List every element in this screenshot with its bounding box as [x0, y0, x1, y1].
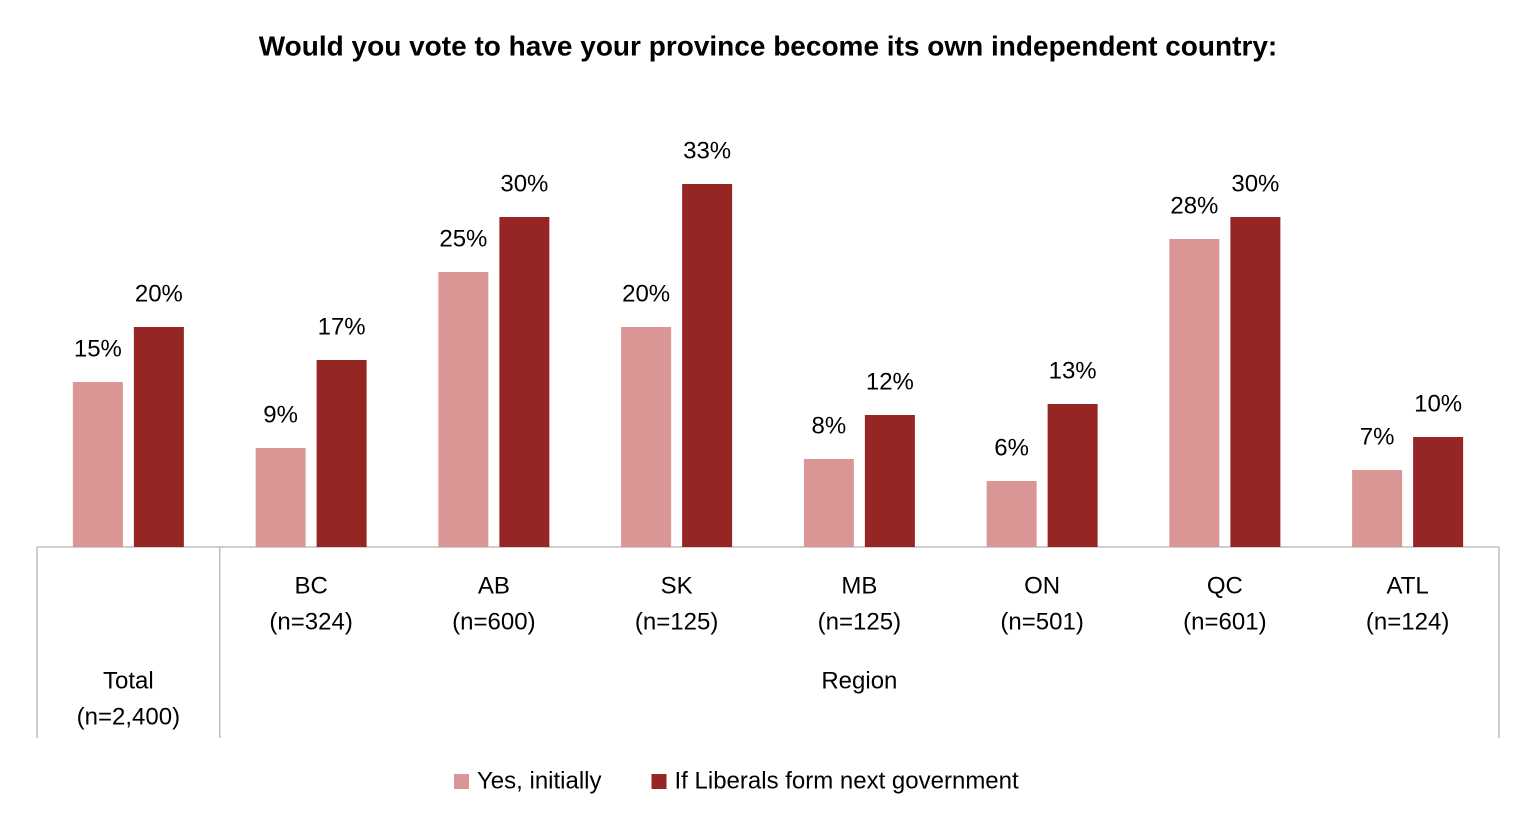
x-tick-label: QC [1207, 572, 1243, 599]
value-label: 30% [1231, 170, 1279, 197]
value-label: 28% [1170, 192, 1218, 219]
bar [133, 327, 184, 547]
value-label: 20% [135, 280, 183, 307]
legend-swatch [651, 774, 667, 789]
bar [72, 382, 123, 547]
x-tick-note: (n=125) [635, 608, 718, 635]
value-label: 25% [439, 225, 487, 252]
x-tick-note: (n=600) [452, 608, 535, 635]
chart-title: Would you vote to have your province bec… [259, 30, 1278, 61]
x-tick-note: (n=125) [818, 608, 901, 635]
bar [803, 459, 854, 547]
value-label: 33% [683, 137, 731, 164]
x-tick-note: (n=2,400) [77, 703, 180, 730]
value-label: 9% [263, 401, 298, 428]
value-label: 12% [866, 368, 914, 395]
bar [316, 360, 367, 547]
x-tick-label: MB [841, 572, 877, 599]
value-label: 30% [500, 170, 548, 197]
value-label: 7% [1360, 423, 1395, 450]
bar [438, 272, 489, 547]
bar [621, 327, 672, 547]
bar [1047, 404, 1098, 547]
legend-label: Yes, initially [477, 767, 602, 794]
x-tick-label: AB [478, 572, 510, 599]
group-label: Region [821, 667, 897, 694]
value-label: 8% [812, 412, 847, 439]
x-tick-note: (n=501) [1000, 608, 1083, 635]
bar [1169, 239, 1220, 547]
x-tick-note: (n=324) [269, 608, 352, 635]
x-tick-label: ON [1024, 572, 1060, 599]
bar [499, 217, 550, 547]
x-tick-note: (n=124) [1366, 608, 1449, 635]
value-label: 10% [1414, 390, 1462, 417]
value-label: 17% [318, 313, 366, 340]
bar [682, 184, 733, 547]
bar [255, 448, 306, 547]
value-label: 15% [74, 335, 122, 362]
value-label: 6% [994, 434, 1029, 461]
x-tick-label: ATL [1387, 572, 1429, 599]
bar [1230, 217, 1281, 547]
bar [864, 415, 915, 547]
x-tick-note: (n=601) [1183, 608, 1266, 635]
value-label: 20% [622, 280, 670, 307]
x-tick-label: BC [294, 572, 327, 599]
x-tick-label: SK [661, 572, 693, 599]
bar [1352, 470, 1403, 547]
bar [1413, 437, 1464, 547]
legend-swatch [454, 774, 469, 789]
value-label: 13% [1049, 357, 1097, 384]
bar [986, 481, 1037, 547]
legend-label: If Liberals form next government [675, 767, 1019, 794]
x-tick-label: Total [103, 667, 154, 694]
